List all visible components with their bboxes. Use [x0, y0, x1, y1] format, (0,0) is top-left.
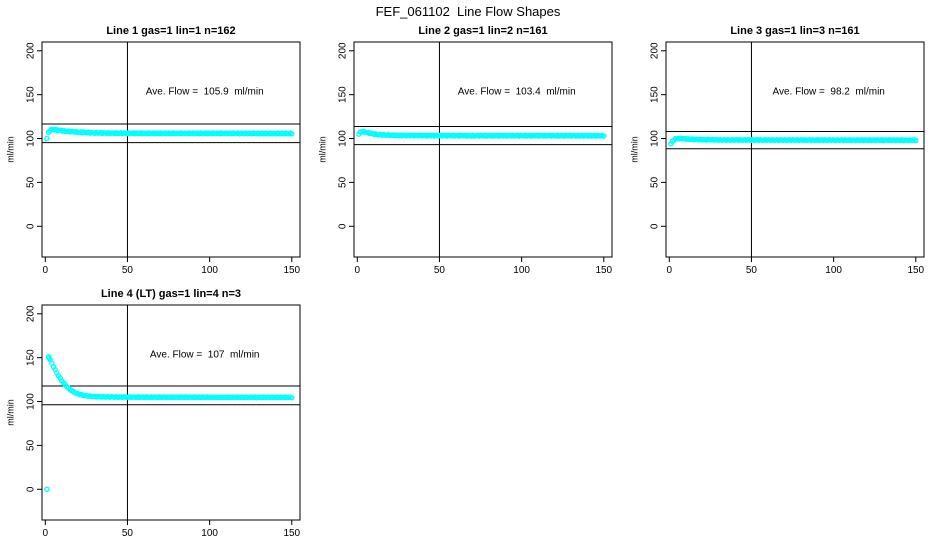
x-axis-tick-label: 150 [283, 265, 300, 276]
y-axis-tick-label: 100 [338, 130, 349, 147]
y-axis-tick-label: 200 [338, 42, 349, 59]
y-axis-label: ml/min [5, 136, 15, 163]
subplot-svg: 0 50 100 150 0 50 100 150 200 ml/min Line 2 gas=1 … [317, 25, 613, 276]
data-point [44, 135, 50, 142]
x-axis-tick-label: 0 [43, 265, 49, 276]
y-axis-tick-label: 200 [26, 42, 37, 59]
subplot-title: Line 3 gas=1 lin=3 n=161 [730, 25, 859, 37]
plot-box [41, 304, 301, 521]
x-axis-tick-label: 50 [122, 265, 134, 276]
x-axis-tick-label: 100 [201, 265, 218, 276]
y-axis-tick-label: 50 [650, 176, 661, 188]
chart-line-4: 0 50 100 150 0 50 100 150 200 ml/min Line 4 (LT) g… [0, 285, 312, 540]
x-axis-tick-label: 150 [907, 265, 924, 276]
x-axis-tick-label: 100 [513, 265, 530, 276]
x-axis-tick-label: 0 [355, 265, 361, 276]
y-axis-tick-label: 200 [650, 42, 661, 59]
subplot-title: Line 2 gas=1 lin=2 n=161 [418, 25, 547, 37]
y-axis-tick-label: 100 [26, 130, 37, 147]
chart-line-2: 0 50 100 150 0 50 100 150 200 ml/min Line 2 gas=1 … [312, 22, 624, 284]
x-axis-tick-label: 0 [43, 528, 49, 539]
y-axis-tick-label: 0 [650, 223, 661, 229]
y-axis-label: ml/min [5, 399, 15, 426]
plot-box [665, 41, 925, 258]
subplot-svg: 0 50 100 150 0 50 100 150 200 ml/min Line 3 gas=1 … [629, 25, 925, 276]
x-axis-tick-label: 50 [434, 265, 446, 276]
y-axis-tick-label: 200 [26, 305, 37, 322]
y-axis-tick-label: 150 [650, 86, 661, 103]
data-points [44, 126, 295, 142]
data-point-outlier [46, 355, 53, 362]
x-axis-tick-label: 100 [201, 528, 218, 539]
subplot-svg: 0 50 100 150 0 50 100 150 200 ml/min Line 1 gas=1 … [5, 25, 301, 276]
x-axis-tick-label: 50 [746, 265, 758, 276]
y-axis-tick-label: 100 [650, 130, 661, 147]
data-points [356, 128, 607, 139]
chart-line-3: 0 50 100 150 0 50 100 150 200 ml/min Line 3 gas=1 … [624, 22, 936, 284]
avg-flow-annotation: Ave. Flow = 98.2 ml/min [773, 87, 885, 98]
y-axis-tick-label: 0 [338, 223, 349, 229]
data-point [913, 137, 919, 144]
avg-flow-annotation: Ave. Flow = 103.4 ml/min [458, 87, 576, 98]
data-points [668, 135, 919, 147]
x-axis-tick-label: 150 [595, 265, 612, 276]
y-axis-tick-label: 150 [26, 86, 37, 103]
y-axis-tick-label: 0 [26, 486, 37, 492]
subplot-svg: 0 50 100 150 0 50 100 150 200 ml/min Line 4 (LT) g… [5, 288, 301, 539]
x-axis-tick-label: 0 [667, 265, 673, 276]
subplot-title: Line 4 (LT) gas=1 lin=4 n=3 [101, 288, 241, 300]
chart-line-1: 0 50 100 150 0 50 100 150 200 ml/min Line 1 gas=1 … [0, 22, 312, 284]
plot-box [41, 41, 301, 258]
x-axis-tick-label: 100 [825, 265, 842, 276]
data-point [289, 394, 295, 401]
data-point-outlier [44, 486, 50, 493]
x-axis-tick-label: 50 [122, 528, 134, 539]
y-axis-tick-label: 50 [26, 176, 37, 188]
y-axis-tick-label: 100 [26, 393, 37, 410]
subplot-title: Line 1 gas=1 lin=1 n=162 [106, 25, 235, 37]
plot-box [353, 41, 613, 258]
avg-flow-annotation: Ave. Flow = 105.9 ml/min [146, 87, 264, 98]
y-axis-label: ml/min [317, 136, 327, 163]
y-axis-label: ml/min [629, 136, 639, 163]
data-points [44, 354, 295, 493]
y-axis-tick-label: 50 [338, 176, 349, 188]
data-point [289, 131, 295, 137]
data-point [601, 133, 607, 139]
y-axis-tick-label: 50 [26, 439, 37, 451]
y-axis-tick-label: 0 [26, 223, 37, 229]
main-title: FEF_061102 Line Flow Shapes [375, 4, 561, 19]
avg-flow-annotation: Ave. Flow = 107 ml/min [150, 350, 260, 361]
y-axis-tick-label: 150 [338, 86, 349, 103]
y-axis-tick-label: 150 [26, 349, 37, 366]
x-axis-tick-label: 150 [283, 528, 300, 539]
